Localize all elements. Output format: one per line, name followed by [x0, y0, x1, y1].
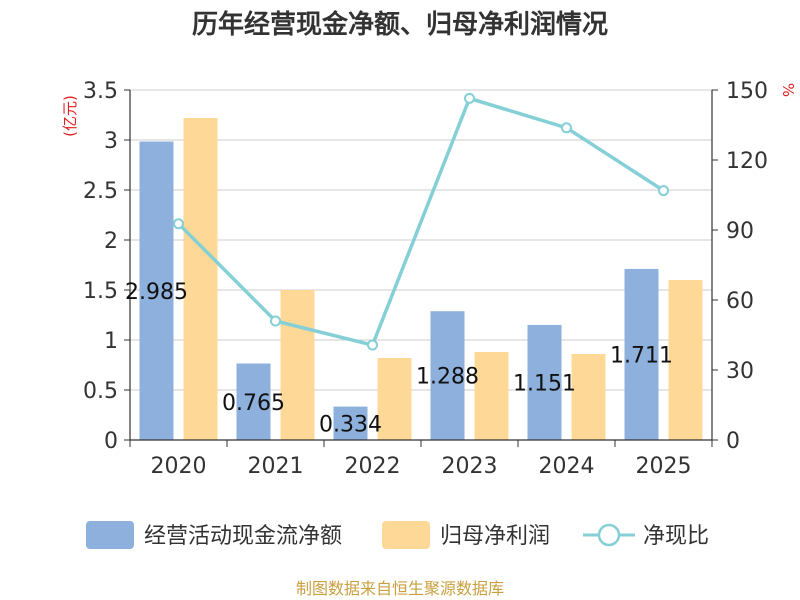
cash-flow-bar [139, 141, 174, 440]
ratio-point [367, 339, 378, 351]
net-profit-bar [571, 354, 606, 440]
cash-flow-bar [430, 311, 465, 440]
right-axis-tick-label: 120 [726, 149, 768, 174]
bars-layer [139, 118, 703, 440]
left-axis-tick-label: 2.5 [83, 179, 118, 204]
left-axis-tick-label: 0 [104, 429, 118, 454]
left-axis-tick-label: 0.5 [83, 379, 118, 404]
right-axis-tick-label: 90 [726, 219, 754, 244]
chart-title: 历年经营现金净额、归母净利润情况 [192, 9, 608, 40]
left-axis-tick-label: 1 [104, 329, 118, 354]
cash-flow-bar [527, 324, 562, 440]
legend-label: 经营活动现金流净额 [144, 524, 342, 549]
legend-swatch [86, 521, 134, 549]
legend-label: 归母净利润 [440, 524, 550, 549]
ratio-point [464, 92, 475, 104]
x-axis-tick-label: 2025 [636, 454, 692, 479]
cash-flow-bar [236, 363, 271, 440]
cash-flow-bar [333, 406, 368, 440]
ratio-point [173, 218, 184, 230]
ratio-point [561, 122, 572, 134]
cash-flow-bar [624, 268, 659, 440]
right-axis-tick-label: 30 [726, 359, 754, 384]
x-axis-tick-label: 2024 [539, 454, 595, 479]
right-axis-unit: % [779, 83, 797, 97]
x-axis-tick-label: 2021 [248, 454, 304, 479]
grid-lines [130, 89, 712, 441]
left-axis-tick-label: 1.5 [83, 279, 118, 304]
net-profit-bar [474, 352, 509, 440]
x-axis-tick-label: 2022 [345, 454, 401, 479]
net-profit-bar [183, 118, 218, 440]
net-profit-bar [668, 280, 703, 440]
net-profit-bar [280, 290, 315, 440]
data-label: 0.765 [222, 391, 285, 416]
data-label: 2.985 [125, 280, 188, 305]
net-profit-bar [377, 358, 412, 440]
right-axis-tick-label: 60 [726, 289, 754, 314]
left-axis-tick-label: 3.5 [83, 79, 118, 104]
source-note: 制图数据来自恒生聚源数据库 [296, 579, 504, 598]
data-label: 0.334 [319, 412, 382, 437]
right-axis-tick-label: 150 [726, 79, 768, 104]
legend-swatch-marker [597, 523, 621, 547]
left-axis-tick-label: 2 [104, 229, 118, 254]
x-axis-tick-label: 2020 [151, 454, 207, 479]
left-axis-tick-label: 3 [104, 129, 118, 154]
legend: 经营活动现金流净额 归母净利润 净现比 [86, 521, 709, 549]
data-label: 1.151 [513, 371, 576, 396]
legend-swatch [382, 521, 430, 549]
data-label: 1.711 [610, 343, 673, 368]
right-axis-tick-label: 0 [726, 429, 740, 454]
line-layer [173, 92, 669, 351]
x-axis-tick-label: 2023 [442, 454, 498, 479]
axes-layer: 0 0.5 1 1.5 2 2.5 3 3.5 0 30 60 90 120 150 2020 2021 202… [83, 79, 768, 479]
data-label: 1.288 [416, 365, 479, 390]
left-axis-unit: (亿元) [61, 95, 79, 137]
data-labels-layer: 2.985 0.765 0.334 1.288 1.151 1.711 [125, 280, 673, 438]
ratio-point [658, 185, 669, 197]
legend-label: 净现比 [643, 524, 709, 549]
ratio-point [270, 315, 281, 327]
ratio-line [177, 96, 665, 348]
